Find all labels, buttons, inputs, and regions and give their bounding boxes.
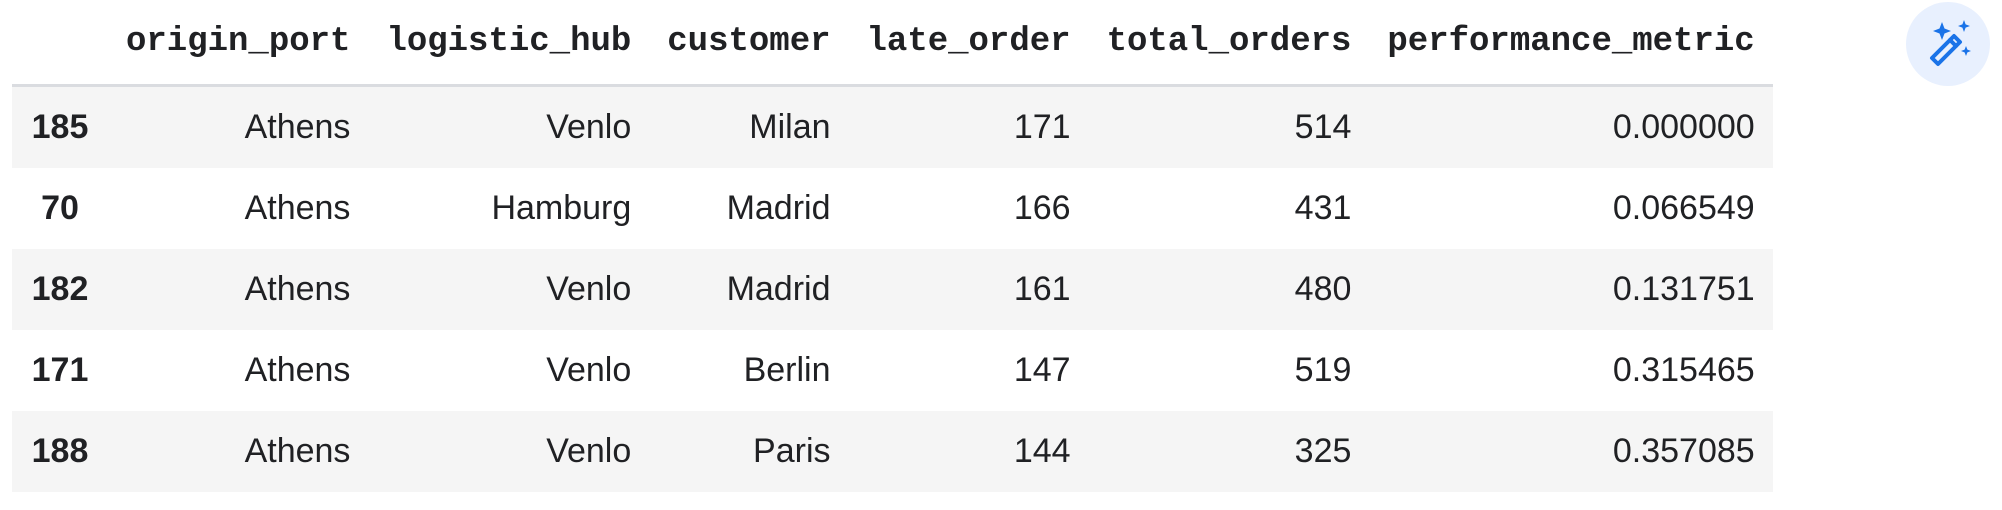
cell-logistic-hub: Venlo <box>546 270 632 308</box>
column-header-late-order: late_order <box>848 0 1089 87</box>
cell-customer: Milan <box>749 108 831 146</box>
cell-performance-metric: 0.315465 <box>1612 351 1755 389</box>
column-header-index <box>12 0 108 87</box>
column-header-total-orders: total_orders <box>1088 0 1370 87</box>
cell-performance-metric: 0.000000 <box>1612 108 1755 146</box>
magic-suggest-button[interactable] <box>1906 2 1990 86</box>
cell-total-orders: 431 <box>1294 189 1352 227</box>
cell-origin-port: Athens <box>244 108 351 146</box>
column-header-logistic-hub: logistic_hub <box>368 0 650 87</box>
dataframe-table: origin_port logistic_hub customer late_o… <box>12 0 1773 492</box>
column-header-performance-metric: performance_metric <box>1369 0 1773 87</box>
cell-customer: Madrid <box>726 270 831 308</box>
cell-logistic-hub: Venlo <box>546 432 632 470</box>
column-header-customer: customer <box>649 0 849 87</box>
table-row: 182 Athens Venlo Madrid 161 480 0.131751 <box>12 249 1773 330</box>
row-index: 70 <box>41 189 79 227</box>
row-index: 171 <box>31 351 89 389</box>
row-index: 185 <box>31 108 89 146</box>
cell-total-orders: 519 <box>1294 351 1352 389</box>
row-index: 188 <box>31 432 89 470</box>
cell-performance-metric: 0.357085 <box>1612 432 1755 470</box>
table-body: 185 Athens Venlo Milan 171 514 0.000000 … <box>12 85 1773 492</box>
cell-total-orders: 514 <box>1294 108 1352 146</box>
cell-performance-metric: 0.066549 <box>1612 189 1755 227</box>
cell-logistic-hub: Hamburg <box>491 189 632 227</box>
cell-origin-port: Athens <box>244 351 351 389</box>
table-row: 185 Athens Venlo Milan 171 514 0.000000 <box>12 85 1773 168</box>
cell-origin-port: Athens <box>244 432 351 470</box>
cell-total-orders: 325 <box>1294 432 1352 470</box>
table-header: origin_port logistic_hub customer late_o… <box>12 0 1773 87</box>
table-row: 171 Athens Venlo Berlin 147 519 0.315465 <box>12 330 1773 411</box>
cell-performance-metric: 0.131751 <box>1612 270 1755 308</box>
cell-logistic-hub: Venlo <box>546 351 632 389</box>
column-header-origin-port: origin_port <box>108 0 369 87</box>
header-row: origin_port logistic_hub customer late_o… <box>12 0 1773 87</box>
cell-origin-port: Athens <box>244 270 351 308</box>
cell-customer: Madrid <box>726 189 831 227</box>
magic-wand-icon <box>1930 20 1971 66</box>
cell-origin-port: Athens <box>244 189 351 227</box>
cell-logistic-hub: Venlo <box>546 108 632 146</box>
cell-late-order: 161 <box>1013 270 1071 308</box>
cell-late-order: 166 <box>1013 189 1071 227</box>
cell-late-order: 144 <box>1013 432 1071 470</box>
table-row: 188 Athens Venlo Paris 144 325 0.357085 <box>12 411 1773 492</box>
cell-total-orders: 480 <box>1294 270 1352 308</box>
cell-customer: Paris <box>753 432 831 470</box>
cell-late-order: 147 <box>1013 351 1071 389</box>
table-row: 70 Athens Hamburg Madrid 166 431 0.06654… <box>12 168 1773 249</box>
cell-late-order: 171 <box>1013 108 1071 146</box>
row-index: 182 <box>31 270 89 308</box>
cell-customer: Berlin <box>743 351 831 389</box>
